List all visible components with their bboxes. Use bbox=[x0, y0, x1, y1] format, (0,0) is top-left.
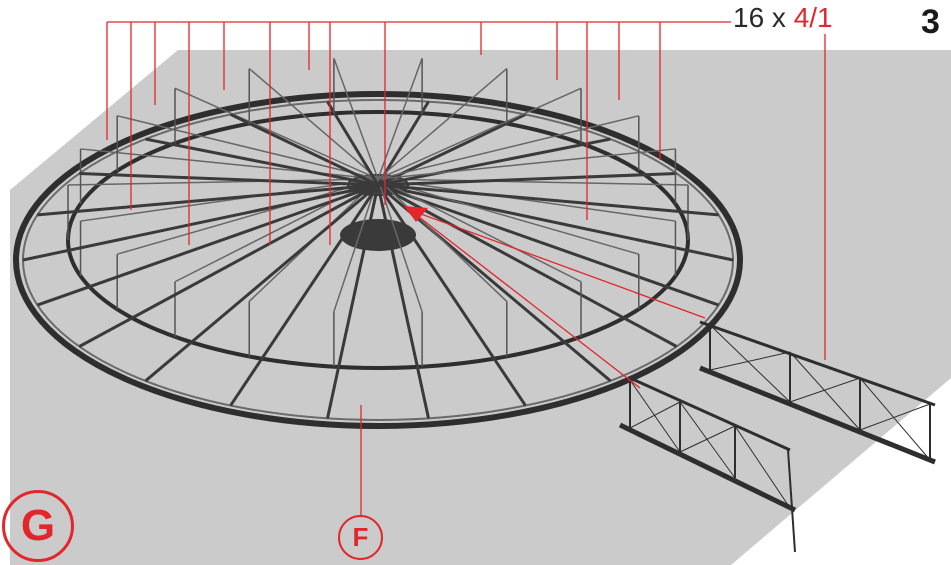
spoke bbox=[377, 183, 720, 307]
truss-top-chord bbox=[377, 178, 676, 222]
truss-top-chord bbox=[80, 178, 379, 222]
part-number: 4/1 bbox=[793, 2, 833, 33]
hub-shadow bbox=[340, 219, 416, 251]
spoke bbox=[376, 184, 430, 419]
spoke bbox=[377, 183, 678, 348]
spoke bbox=[326, 184, 380, 419]
truss-top-chord bbox=[67, 178, 379, 186]
spoke bbox=[144, 183, 379, 383]
spoke bbox=[377, 183, 734, 262]
spoke bbox=[229, 113, 379, 187]
callout-leaders bbox=[106, 21, 826, 515]
spoke bbox=[22, 183, 379, 262]
truss-top-chord bbox=[377, 178, 508, 302]
spoke bbox=[229, 184, 380, 407]
truss-top-chord bbox=[377, 67, 508, 180]
label-g: G bbox=[2, 490, 74, 562]
spoke bbox=[377, 183, 719, 217]
outer-ring bbox=[13, 91, 743, 429]
insertion-arrow-icon bbox=[404, 206, 428, 222]
spoke bbox=[36, 183, 379, 307]
truss-top-chord bbox=[377, 148, 676, 180]
truss-top-chord bbox=[117, 115, 379, 180]
spoke bbox=[376, 184, 527, 407]
quantity-prefix: 16 x bbox=[733, 2, 794, 33]
truss-top-chord bbox=[248, 67, 379, 180]
truss-top-chord bbox=[333, 58, 379, 180]
spoke bbox=[78, 183, 379, 348]
truss-top-chord bbox=[333, 178, 379, 312]
truss-top-chord bbox=[377, 178, 689, 186]
loose-truss-right bbox=[699, 320, 936, 465]
truss-top-chord bbox=[377, 115, 639, 180]
quantity-callout: 16 x 4/1 bbox=[733, 2, 833, 34]
spoke bbox=[326, 100, 380, 186]
truss-top-chord bbox=[377, 178, 582, 283]
truss-top-chord bbox=[377, 178, 639, 255]
radial-spokes bbox=[22, 58, 734, 419]
label-f: F bbox=[338, 515, 383, 560]
step-number: 3 bbox=[921, 3, 940, 41]
spoke bbox=[79, 171, 379, 187]
spoke bbox=[37, 183, 379, 217]
truss-top-chord bbox=[377, 87, 582, 180]
spoke bbox=[145, 137, 379, 187]
truss-top-chord bbox=[117, 178, 379, 255]
loose-truss-left bbox=[618, 376, 797, 553]
spoke bbox=[377, 137, 611, 187]
truss-top-chord bbox=[174, 87, 379, 180]
spoke bbox=[377, 171, 677, 187]
